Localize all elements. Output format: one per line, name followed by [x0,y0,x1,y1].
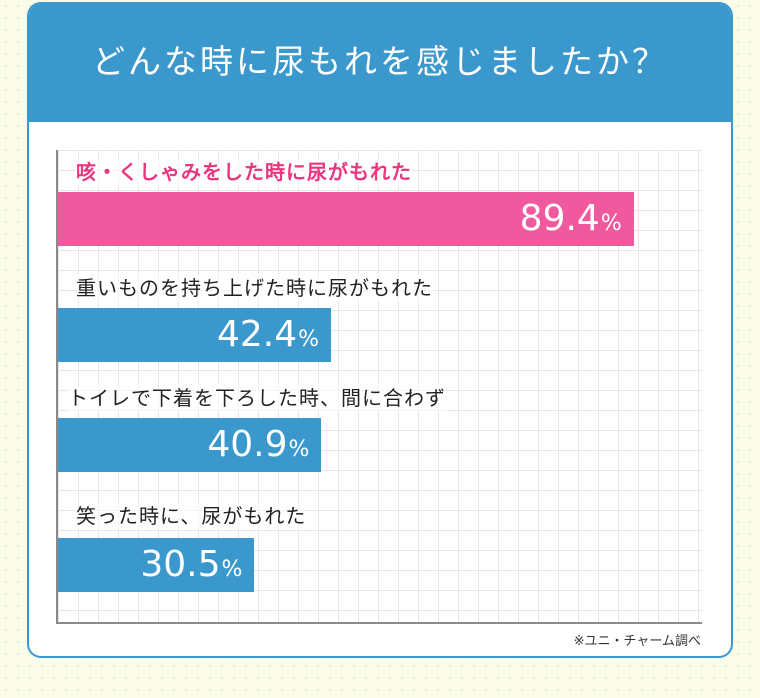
chart-title: どんな時に尿もれを感じましたか？ [92,42,668,81]
value-unit: % [288,437,310,462]
bar: 42.4% [58,308,332,362]
value-number: 30.5 [140,544,221,585]
category-label: 重いものを持ち上げた時に尿がもれた [76,274,433,302]
source-note: ※ユニ・チャーム調べ [573,634,701,649]
value-unit: % [298,327,320,352]
category-label: 咳・くしゃみをした時に尿がもれた [76,158,412,186]
bar: 30.5% [58,538,255,592]
title-banner: どんな時に尿もれを感じましたか？ [29,4,731,122]
bar: 89.4% [58,192,634,246]
chart-card: どんな時に尿もれを感じましたか？ 咳・くしゃみをした時に尿がもれた 89.4% 重い… [27,2,733,658]
plot-area: 咳・くしゃみをした時に尿がもれた 89.4% 重いものを持ち上げた時に尿がもれた 42… [56,150,702,624]
value-number: 42.4 [216,314,298,355]
category-label: 笑った時に、尿がもれた [76,502,307,530]
value-number: 89.4 [519,198,600,239]
value-label: 89.4% [520,192,622,246]
value-unit: % [600,211,622,236]
value-label: 30.5% [140,538,242,592]
bar: 40.9% [58,418,322,472]
value-label: 42.4% [217,308,319,362]
category-label: トイレで下着を下ろした時、間に合わず [68,384,446,412]
value-label: 40.9% [207,418,309,472]
value-unit: % [221,557,243,582]
value-number: 40.9 [207,424,288,465]
